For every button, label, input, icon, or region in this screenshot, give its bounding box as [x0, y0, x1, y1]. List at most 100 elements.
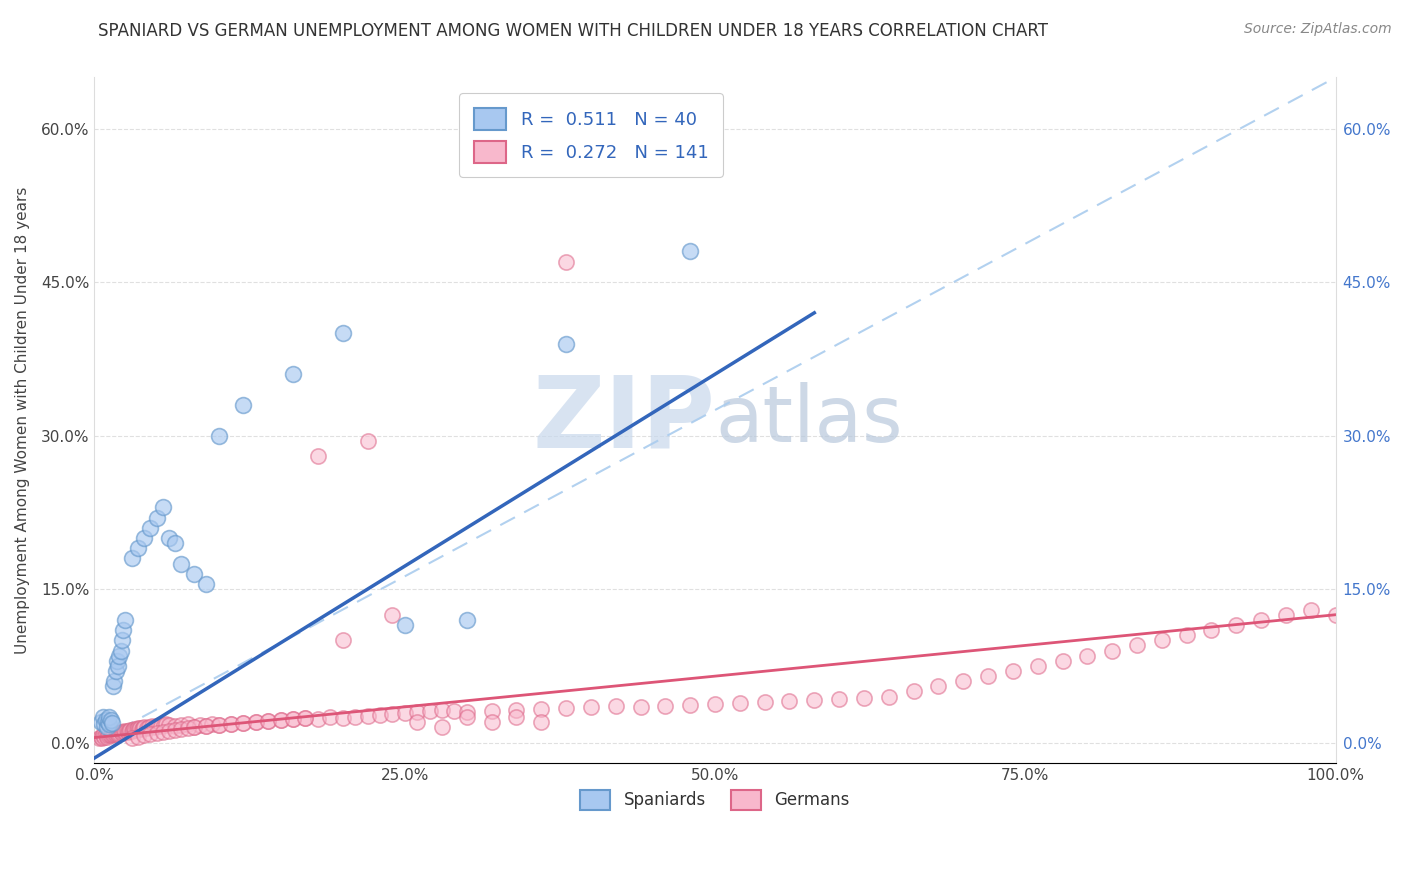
Point [381, 607, 404, 622]
Point [555, 336, 578, 351]
Point [828, 691, 851, 706]
Point [145, 510, 167, 524]
Point [183, 720, 205, 734]
Point [579, 699, 602, 714]
Point [152, 725, 174, 739]
Point [679, 698, 702, 712]
Point [108, 648, 131, 663]
Point [927, 679, 949, 693]
Text: atlas: atlas [716, 383, 903, 458]
Point [456, 613, 478, 627]
Point [93, 730, 115, 744]
Point [91, 729, 114, 743]
Point [1076, 648, 1098, 663]
Point [110, 725, 132, 739]
Point [134, 531, 156, 545]
Point [332, 326, 354, 341]
Point [128, 723, 150, 737]
Point [406, 715, 429, 730]
Point [101, 679, 124, 693]
Point [219, 717, 242, 731]
Point [1126, 639, 1149, 653]
Point [257, 714, 280, 728]
Point [1150, 633, 1173, 648]
Point [114, 613, 136, 627]
Point [101, 716, 124, 731]
Point [89, 731, 111, 745]
Point [129, 722, 152, 736]
Point [90, 715, 112, 730]
Point [112, 724, 135, 739]
Point [356, 434, 378, 448]
Point [430, 720, 453, 734]
Point [530, 715, 553, 730]
Point [124, 723, 146, 738]
Point [245, 715, 267, 730]
Point [456, 705, 478, 719]
Point [605, 698, 627, 713]
Point [165, 536, 187, 550]
Point [111, 725, 134, 739]
Point [803, 692, 825, 706]
Y-axis label: Unemployment Among Women with Children Under 18 years: Unemployment Among Women with Children U… [15, 186, 30, 654]
Point [105, 654, 128, 668]
Point [103, 674, 125, 689]
Point [877, 690, 900, 704]
Point [100, 713, 122, 727]
Point [98, 727, 121, 741]
Point [903, 684, 925, 698]
Point [281, 368, 304, 382]
Point [307, 449, 329, 463]
Point [141, 719, 163, 733]
Point [952, 674, 974, 689]
Point [188, 718, 211, 732]
Point [201, 717, 224, 731]
Point [1275, 607, 1298, 622]
Point [157, 531, 180, 545]
Point [232, 716, 254, 731]
Point [165, 719, 187, 733]
Point [852, 690, 875, 705]
Point [1250, 613, 1272, 627]
Point [107, 727, 129, 741]
Point [232, 398, 254, 412]
Point [1225, 618, 1247, 632]
Point [270, 713, 292, 727]
Point [1026, 659, 1049, 673]
Point [281, 712, 304, 726]
Point [97, 729, 120, 743]
Point [505, 703, 527, 717]
Point [555, 254, 578, 268]
Point [104, 664, 127, 678]
Point [754, 695, 776, 709]
Point [94, 729, 117, 743]
Point [307, 712, 329, 726]
Point [111, 633, 134, 648]
Point [91, 710, 114, 724]
Point [145, 719, 167, 733]
Point [145, 726, 167, 740]
Point [115, 724, 138, 739]
Point [134, 720, 156, 734]
Point [122, 723, 145, 737]
Text: SPANIARD VS GERMAN UNEMPLOYMENT AMONG WOMEN WITH CHILDREN UNDER 18 YEARS CORRELA: SPANIARD VS GERMAN UNEMPLOYMENT AMONG WO… [98, 22, 1049, 40]
Point [704, 697, 727, 711]
Point [381, 706, 404, 721]
Point [98, 717, 121, 731]
Point [977, 669, 1000, 683]
Point [125, 723, 148, 737]
Point [394, 706, 416, 720]
Point [101, 727, 124, 741]
Point [107, 659, 129, 673]
Point [134, 729, 156, 743]
Point [131, 723, 153, 737]
Point [110, 643, 132, 657]
Point [152, 500, 174, 515]
Point [195, 719, 218, 733]
Point [138, 720, 160, 734]
Point [779, 694, 801, 708]
Point [90, 730, 112, 744]
Point [97, 715, 120, 730]
Point [443, 704, 465, 718]
Legend: Spaniards, Germans: Spaniards, Germans [567, 776, 863, 823]
